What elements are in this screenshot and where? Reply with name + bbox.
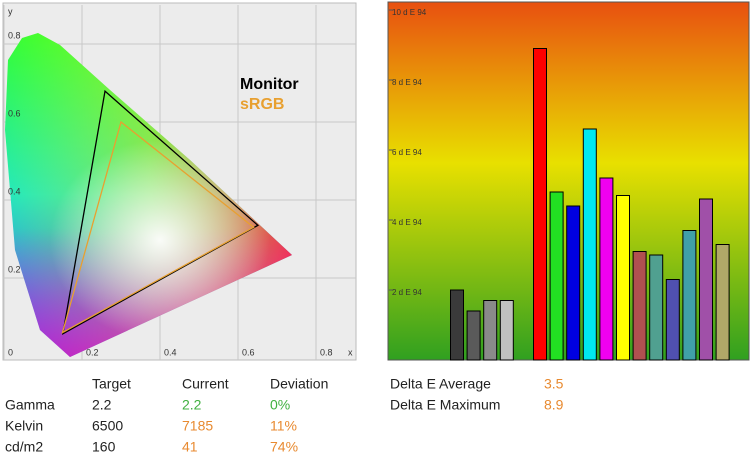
bar [533, 48, 547, 361]
y-tick-label: 8 d E 94 [392, 78, 422, 87]
y-tick-label: 0.8 [8, 30, 21, 40]
column-header: Deviation [270, 376, 328, 392]
bar [665, 279, 680, 361]
y-tick-label: 6 d E 94 [392, 148, 422, 157]
x-tick-label: 0.4 [164, 347, 177, 357]
x-tick-label: 0.6 [242, 347, 255, 357]
cell: 11% [270, 418, 297, 434]
bar [499, 300, 514, 361]
legend-entry: sRGB [240, 96, 284, 113]
gamut-triangle [61, 120, 255, 334]
bar [450, 289, 464, 361]
cell: 2.2 [182, 397, 202, 413]
y-axis-label: y [8, 6, 13, 16]
legend-entry: Monitor [240, 76, 299, 93]
bar [582, 128, 597, 361]
bar [632, 251, 647, 361]
cell: 6500 [92, 418, 123, 434]
bar [466, 310, 481, 361]
y-tick-label: 0.6 [8, 108, 21, 118]
y-tick-label: 0.4 [8, 186, 21, 196]
summary-label: Delta E Maximum [390, 397, 500, 413]
cell: 2.2 [92, 397, 112, 413]
summary-value: 3.5 [544, 376, 564, 392]
bar [699, 198, 713, 361]
column-header: Current [182, 376, 229, 392]
bar [682, 230, 697, 361]
bar [715, 244, 730, 361]
bar [599, 177, 614, 361]
x-tick-label: 0 [8, 347, 13, 357]
row-label: Gamma [5, 397, 55, 413]
column-header: Target [92, 376, 131, 392]
x-tick-label: 0.2 [86, 347, 99, 357]
cell: 160 [92, 439, 116, 455]
x-axis-label: x [348, 347, 353, 357]
bar [566, 205, 581, 361]
y-tick-label: 2 d E 94 [392, 288, 422, 297]
gamut-triangle [62, 89, 260, 335]
bar [649, 254, 664, 361]
summary-label: Delta E Average [390, 376, 491, 392]
row-label: Kelvin [5, 418, 43, 434]
cell: 41 [182, 439, 198, 455]
y-tick-label: 10 d E 94 [392, 8, 427, 17]
summary-value: 8.9 [544, 397, 564, 413]
y-tick-label: 0.2 [8, 264, 21, 274]
cell: 74% [270, 439, 298, 455]
bar [483, 300, 498, 361]
x-tick-label: 0.8 [320, 347, 333, 357]
cell: 7185 [182, 418, 213, 434]
bar [549, 191, 564, 361]
bar [616, 195, 630, 361]
y-tick-label: 4 d E 94 [392, 218, 422, 227]
cell: 0% [270, 397, 290, 413]
row-label: cd/m2 [5, 439, 43, 455]
